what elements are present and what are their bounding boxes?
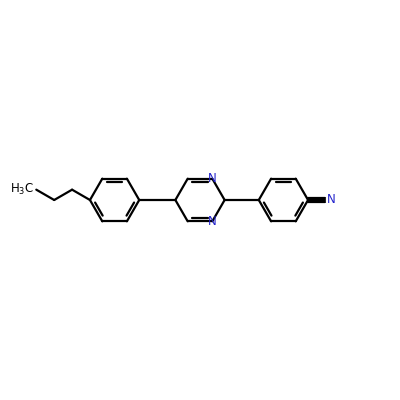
Text: H$_3$C: H$_3$C xyxy=(10,182,34,197)
Text: N: N xyxy=(327,194,336,206)
Text: N: N xyxy=(208,172,217,185)
Text: N: N xyxy=(208,215,217,228)
